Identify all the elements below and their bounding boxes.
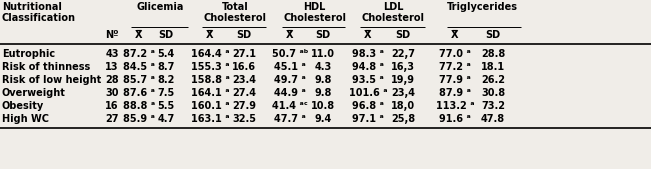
Text: 8.7: 8.7 [158,62,174,72]
Text: 164.4 ᵃ: 164.4 ᵃ [191,49,229,59]
Text: Cholesterol: Cholesterol [283,13,346,23]
Text: 158.8 ᵃ: 158.8 ᵃ [191,75,229,85]
Text: 16: 16 [105,101,118,111]
Text: 45.1 ᵃ: 45.1 ᵃ [274,62,306,72]
Text: Risk of thinness: Risk of thinness [2,62,90,72]
Text: Cholesterol: Cholesterol [204,13,266,23]
Text: X̅: X̅ [206,30,214,40]
Text: Classification: Classification [2,13,76,23]
Text: 10.8: 10.8 [311,101,335,111]
Text: 98.3 ᵃ: 98.3 ᵃ [352,49,384,59]
Text: 22,7: 22,7 [391,49,415,59]
Text: 85.9 ᵃ: 85.9 ᵃ [123,114,155,124]
Text: 19,9: 19,9 [391,75,415,85]
Text: Cholesterol: Cholesterol [362,13,425,23]
Text: 87.2 ᵃ: 87.2 ᵃ [123,49,155,59]
Text: 32.5: 32.5 [232,114,256,124]
Text: 13: 13 [105,62,118,72]
Text: SD: SD [395,30,411,40]
Text: SD: SD [236,30,251,40]
Text: Risk of low height: Risk of low height [2,75,102,85]
Text: 5.4: 5.4 [158,49,174,59]
Text: 43: 43 [105,49,118,59]
Text: LDL: LDL [383,2,404,12]
Text: 91.6 ᵃ: 91.6 ᵃ [439,114,471,124]
Text: 23.4: 23.4 [232,75,256,85]
Text: Obesity: Obesity [2,101,44,111]
Text: X̅: X̅ [365,30,372,40]
Text: Nº: Nº [105,30,118,40]
Text: 155.3 ᵃ: 155.3 ᵃ [191,62,229,72]
Text: 47.7 ᵃ: 47.7 ᵃ [274,114,306,124]
Text: 30.8: 30.8 [481,88,505,98]
Text: 27.1: 27.1 [232,49,256,59]
Text: 7.5: 7.5 [158,88,174,98]
Text: Nutritional: Nutritional [2,2,62,12]
Text: 113.2 ᵃ: 113.2 ᵃ [436,101,474,111]
Text: 9.8: 9.8 [314,88,332,98]
Text: 4.7: 4.7 [158,114,174,124]
Text: 27: 27 [105,114,118,124]
Text: 16.6: 16.6 [232,62,256,72]
Text: 25,8: 25,8 [391,114,415,124]
Text: SD: SD [158,30,174,40]
Text: 49.7 ᵃ: 49.7 ᵃ [274,75,306,85]
Text: 94.8 ᵃ: 94.8 ᵃ [352,62,384,72]
Text: 18,0: 18,0 [391,101,415,111]
Text: 4.3: 4.3 [314,62,331,72]
Text: 5.5: 5.5 [158,101,174,111]
Text: HDL: HDL [303,2,326,12]
Text: 23,4: 23,4 [391,88,415,98]
Text: 77.2 ᵃ: 77.2 ᵃ [439,62,471,72]
Text: SD: SD [486,30,501,40]
Text: 27.4: 27.4 [232,88,256,98]
Text: 160.1 ᵃ: 160.1 ᵃ [191,101,229,111]
Text: 9.8: 9.8 [314,75,332,85]
Text: 18.1: 18.1 [481,62,505,72]
Text: 30: 30 [105,88,118,98]
Text: 93.5 ᵃ: 93.5 ᵃ [352,75,384,85]
Text: 44.9 ᵃ: 44.9 ᵃ [274,88,306,98]
Text: Triglycerides: Triglycerides [447,2,518,12]
Text: 101.6 ᵃ: 101.6 ᵃ [349,88,387,98]
Text: 85.7 ᵃ: 85.7 ᵃ [123,75,155,85]
Text: 164.1 ᵃ: 164.1 ᵃ [191,88,229,98]
Text: Glicemia: Glicemia [137,2,184,12]
Text: 96.8 ᵃ: 96.8 ᵃ [352,101,384,111]
Text: 87.9 ᵃ: 87.9 ᵃ [439,88,471,98]
Text: 47.8: 47.8 [481,114,505,124]
Text: X̅: X̅ [451,30,459,40]
Text: X̅: X̅ [135,30,143,40]
Text: Eutrophic: Eutrophic [2,49,55,59]
Text: SD: SD [316,30,331,40]
Text: 163.1 ᵃ: 163.1 ᵃ [191,114,229,124]
Text: 84.5 ᵃ: 84.5 ᵃ [123,62,155,72]
Text: 50.7 ᵃᵇ: 50.7 ᵃᵇ [272,49,308,59]
Text: 77.0 ᵃ: 77.0 ᵃ [439,49,471,59]
Text: 11.0: 11.0 [311,49,335,59]
Text: 97.1 ᵃ: 97.1 ᵃ [352,114,384,124]
Text: 28: 28 [105,75,119,85]
Text: 88.8 ᵃ: 88.8 ᵃ [123,101,155,111]
Text: 28.8: 28.8 [481,49,505,59]
Text: 16,3: 16,3 [391,62,415,72]
Text: 9.4: 9.4 [314,114,331,124]
Text: 87.6 ᵃ: 87.6 ᵃ [123,88,155,98]
Text: Overweight: Overweight [2,88,66,98]
Text: 8.2: 8.2 [158,75,174,85]
Text: 27.9: 27.9 [232,101,256,111]
Text: 73.2: 73.2 [481,101,505,111]
Text: Total: Total [221,2,249,12]
Text: 41.4 ᵃᶜ: 41.4 ᵃᶜ [272,101,308,111]
Text: 77.9 ᵃ: 77.9 ᵃ [439,75,471,85]
Text: 26.2: 26.2 [481,75,505,85]
Text: High WC: High WC [2,114,49,124]
Text: X̅: X̅ [286,30,294,40]
